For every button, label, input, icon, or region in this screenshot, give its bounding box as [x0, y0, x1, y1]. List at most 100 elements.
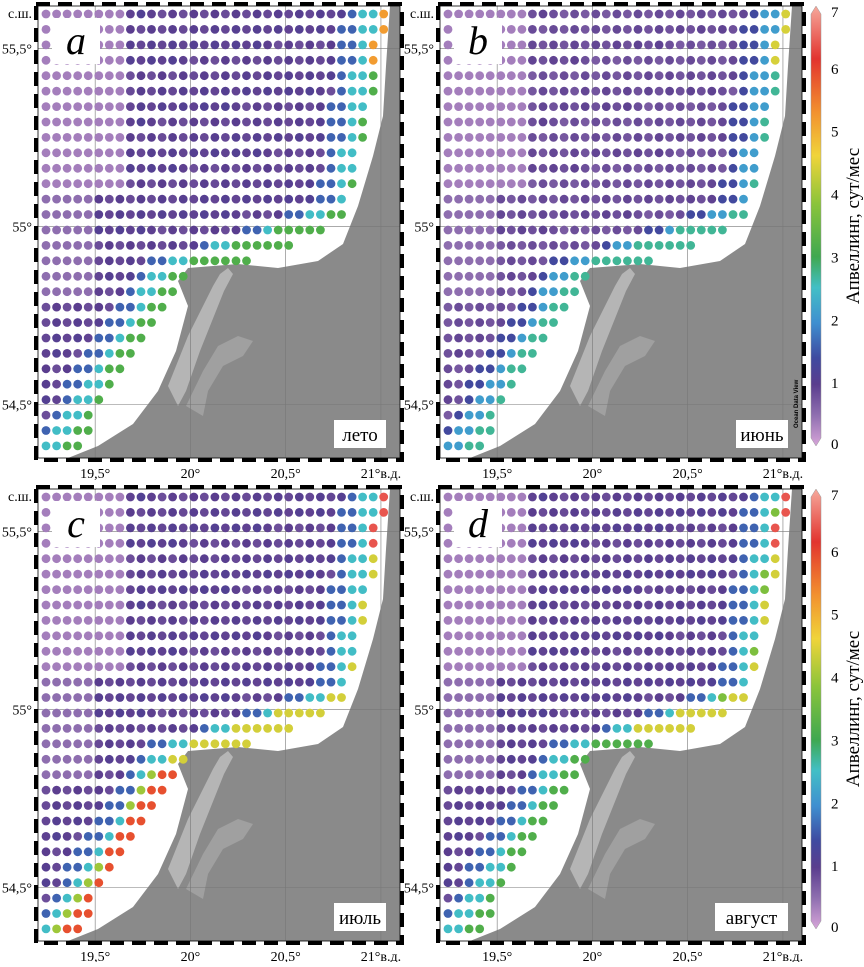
upwelling-dot: [273, 117, 283, 127]
upwelling-dot: [41, 349, 51, 358]
upwelling-dot: [749, 523, 759, 533]
upwelling-dot: [475, 646, 485, 656]
upwelling-dot: [506, 631, 516, 641]
upwelling-dot: [612, 225, 622, 235]
upwelling-dot: [104, 287, 114, 297]
upwelling-dot: [62, 148, 72, 158]
upwelling-dot: [115, 318, 125, 327]
upwelling-dot: [337, 508, 346, 517]
upwelling-dot: [665, 693, 674, 702]
upwelling-dot: [73, 847, 83, 857]
upwelling-dot: [559, 133, 569, 142]
panel-letter: a: [66, 18, 86, 63]
upwelling-dot: [475, 878, 485, 888]
upwelling-dot: [62, 210, 72, 219]
upwelling-dot: [496, 379, 506, 389]
upwelling-dot: [52, 739, 61, 749]
upwelling-dot: [506, 724, 516, 733]
upwelling-dot: [718, 616, 727, 625]
upwelling-dot: [62, 646, 72, 656]
upwelling-dot: [94, 878, 104, 888]
y-tick-label: 55,5°: [2, 526, 32, 541]
y-tick-label: 55°: [414, 704, 434, 719]
upwelling-dot: [612, 600, 622, 610]
upwelling-dot: [83, 646, 93, 656]
upwelling-dot: [284, 133, 294, 142]
upwelling-dot: [189, 600, 199, 610]
upwelling-dot: [728, 662, 738, 672]
upwelling-dot: [665, 677, 674, 687]
upwelling-dot: [294, 86, 304, 96]
upwelling-dot: [718, 708, 727, 718]
upwelling-dot: [41, 210, 51, 219]
upwelling-dot: [368, 9, 378, 19]
upwelling-dot: [538, 754, 548, 764]
upwelling-dot: [528, 631, 537, 641]
upwelling-dot: [517, 801, 527, 810]
upwelling-dot: [41, 302, 51, 312]
upwelling-dot: [210, 508, 220, 517]
upwelling-dot: [506, 55, 516, 65]
upwelling-dot: [760, 25, 769, 34]
upwelling-dot: [136, 708, 146, 718]
upwelling-dot: [443, 569, 453, 579]
upwelling-dot: [517, 754, 527, 764]
upwelling-dot: [665, 492, 674, 502]
upwelling-dot: [654, 210, 664, 219]
upwelling-dot: [326, 554, 336, 564]
upwelling-dot: [231, 492, 241, 502]
upwelling-dot: [443, 364, 453, 374]
upwelling-dot: [485, 754, 495, 764]
upwelling-dot: [675, 163, 685, 173]
upwelling-dot: [316, 646, 325, 656]
upwelling-dot: [443, 909, 453, 918]
upwelling-dot: [559, 631, 569, 641]
upwelling-dot: [305, 508, 315, 517]
upwelling-dot: [496, 600, 506, 610]
x-tick-label: 21°в.д.: [763, 467, 803, 482]
upwelling-dot: [549, 40, 558, 50]
upwelling-dot: [601, 739, 611, 749]
upwelling-dot: [549, 585, 558, 594]
upwelling-dot: [570, 631, 579, 641]
upwelling-dot: [654, 585, 664, 594]
upwelling-dot: [379, 9, 389, 19]
upwelling-dot: [273, 133, 283, 142]
upwelling-dot: [242, 163, 251, 173]
upwelling-dot: [443, 287, 453, 297]
upwelling-dot: [199, 693, 209, 702]
upwelling-dot: [83, 785, 93, 795]
upwelling-dot: [52, 210, 61, 219]
upwelling-dot: [115, 349, 125, 358]
upwelling-dot: [570, 148, 579, 158]
upwelling-dot: [83, 585, 93, 594]
upwelling-dot: [454, 349, 463, 358]
upwelling-dot: [749, 163, 759, 173]
upwelling-dot: [665, 662, 674, 672]
upwelling-dot: [485, 117, 495, 127]
upwelling-dot: [94, 585, 104, 594]
upwelling-dot: [136, 631, 146, 641]
upwelling-dot: [749, 508, 759, 517]
upwelling-dot: [62, 302, 72, 312]
upwelling-dot: [464, 133, 474, 142]
upwelling-dot: [644, 492, 653, 502]
upwelling-dot: [147, 25, 156, 34]
upwelling-dot: [580, 163, 590, 173]
upwelling-dot: [623, 133, 632, 142]
upwelling-dot: [252, 600, 262, 610]
upwelling-dot: [157, 492, 167, 502]
upwelling-dot: [94, 554, 104, 564]
upwelling-dot: [104, 600, 114, 610]
upwelling-dot: [528, 569, 537, 579]
upwelling-dot: [231, 40, 241, 50]
upwelling-dot: [570, 225, 579, 235]
upwelling-dot: [115, 523, 125, 533]
upwelling-dot: [41, 410, 51, 420]
upwelling-dot: [126, 71, 135, 81]
upwelling-dot: [739, 646, 748, 656]
upwelling-dot: [485, 770, 495, 780]
upwelling-dot: [62, 770, 72, 780]
upwelling-dot: [538, 770, 548, 780]
